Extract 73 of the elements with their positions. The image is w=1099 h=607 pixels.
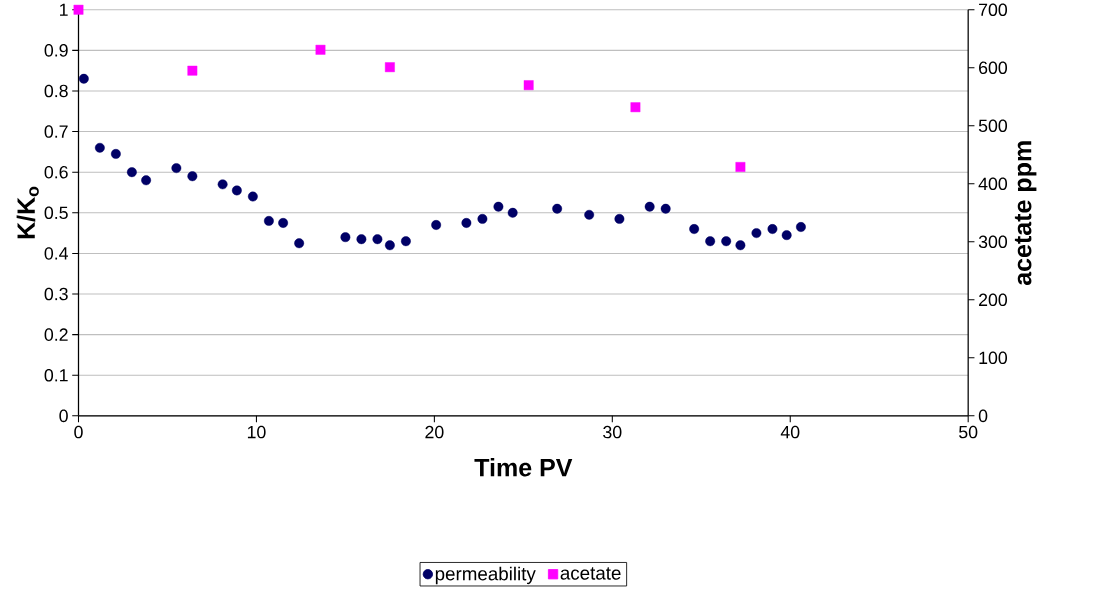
point	[384, 240, 395, 250]
point	[689, 223, 700, 234]
y-tick-label: 0.1	[44, 368, 68, 382]
y2-tick-label: 700	[979, 3, 1008, 16]
y-tick-label: 0.5	[44, 206, 68, 219]
point	[110, 148, 121, 159]
y-tick-label: 0.6	[44, 165, 68, 179]
y2-tick-label: 400	[978, 177, 1008, 190]
point	[78, 73, 89, 84]
point	[126, 167, 137, 177]
point	[584, 209, 595, 220]
point	[507, 207, 518, 218]
point	[705, 236, 716, 246]
point	[644, 201, 655, 212]
legend-label: acetate	[560, 567, 621, 580]
point	[477, 213, 488, 224]
point	[614, 213, 625, 224]
point	[767, 223, 778, 234]
legend-label: permeability	[435, 566, 536, 584]
point	[187, 171, 198, 181]
y-tick-label: 0.2	[44, 328, 68, 341]
point	[315, 44, 326, 55]
point	[781, 230, 792, 240]
point	[247, 191, 258, 202]
y2-tick-label: 0	[978, 409, 988, 422]
y2-axis-title: acetate ppm	[1014, 141, 1037, 285]
point	[461, 217, 472, 228]
x-tick-label: 10	[247, 425, 266, 439]
point	[431, 219, 442, 230]
point	[401, 236, 411, 246]
y2-tick-label: 100	[979, 351, 1008, 364]
point	[493, 201, 504, 212]
point	[630, 102, 641, 112]
point	[217, 179, 228, 190]
y-tick-label: 0.7	[44, 125, 68, 138]
point	[660, 203, 671, 214]
y-tick-label: 1	[60, 3, 68, 16]
y2-tick-label: 500	[978, 119, 1008, 132]
y-axis-title: K/K$_{o}$	[16, 186, 39, 239]
y2-tick-label: 300	[978, 235, 1008, 248]
x-tick-label: 50	[959, 425, 978, 439]
y2-tick-label: 600	[979, 61, 1008, 74]
point	[278, 217, 289, 228]
point	[735, 240, 746, 250]
point	[94, 142, 105, 153]
point	[384, 62, 395, 72]
point	[171, 163, 182, 173]
y-tick-label: 0.4	[44, 246, 69, 260]
point	[523, 80, 534, 90]
point	[231, 185, 242, 196]
point	[263, 215, 274, 226]
point	[751, 228, 762, 238]
y2-tick-label: 200	[979, 293, 1008, 306]
point	[372, 234, 383, 244]
point	[721, 236, 732, 246]
x-tick-label: 20	[425, 425, 444, 439]
x-axis-title: Time PV	[474, 457, 573, 477]
y-tick-label: 0.9	[44, 43, 68, 57]
x-tick-label: 30	[603, 425, 622, 439]
point	[356, 234, 367, 244]
point	[340, 232, 351, 242]
point	[73, 4, 84, 15]
y-tick-label: 0.8	[44, 84, 68, 98]
point	[552, 203, 563, 214]
point	[294, 238, 305, 248]
x-tick-label: 0	[74, 425, 83, 439]
y-tick-label: 0	[59, 409, 68, 422]
y-tick-label: 0.3	[44, 287, 68, 301]
point	[141, 175, 152, 186]
point	[187, 65, 198, 76]
point	[796, 221, 806, 232]
point	[735, 161, 746, 172]
x-tick-label: 40	[780, 425, 800, 439]
